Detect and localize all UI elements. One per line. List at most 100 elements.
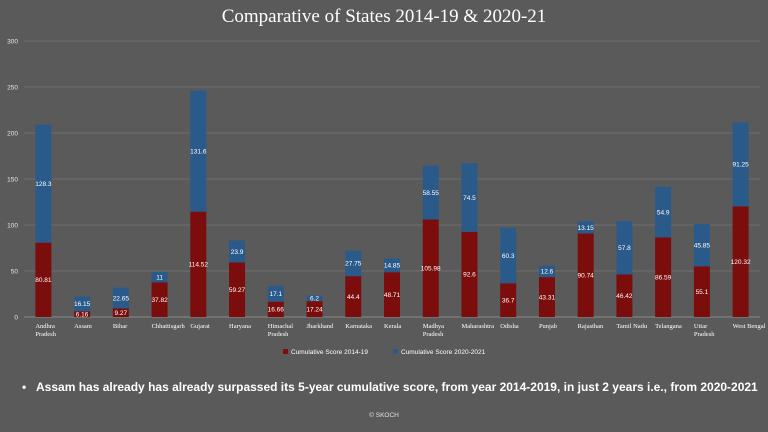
data-label: 55.1 [696, 289, 709, 296]
data-label: 57.8 [618, 245, 631, 252]
data-label: 80.81 [35, 277, 52, 284]
data-label: 17.1 [269, 291, 282, 298]
bar-segment [384, 258, 400, 273]
data-label: 16.15 [74, 301, 91, 308]
category-label: Assam [74, 323, 92, 330]
bar-segment [151, 272, 168, 283]
category-label: Andhra Pradesh [35, 323, 56, 338]
category-label: Karnataka [345, 323, 372, 330]
bar-segment [616, 274, 633, 317]
bar-segment [306, 295, 323, 302]
bar-segment [35, 124, 52, 243]
category-label: Maharashtra [461, 323, 494, 330]
bar-segment [422, 165, 439, 220]
legend-label: Cumulative Score 2020-2021 [401, 349, 486, 356]
category-label: Chhattisgarh [152, 323, 186, 330]
bar-segment [693, 266, 710, 317]
bar-segment [112, 287, 129, 309]
data-label: 114.52 [189, 262, 209, 269]
bar-segment [732, 206, 749, 317]
bar-segment [190, 211, 207, 317]
legend-label: Cumulative Score 2014-19 [291, 349, 368, 356]
bar-segment [267, 301, 284, 317]
data-label: 105.98 [421, 266, 441, 273]
y-tick-label: 300 [7, 39, 18, 46]
data-label: 91.25 [732, 162, 749, 169]
bar-segment [229, 240, 246, 263]
category-label: Telangana [655, 323, 682, 330]
data-label: 74.5 [463, 195, 476, 202]
data-label: 92.6 [463, 272, 476, 279]
bar-segment [461, 231, 478, 317]
category-label: Gujarat [190, 323, 210, 330]
category-label: Tamil Nadu [616, 323, 648, 330]
y-tick-label: 0 [14, 315, 18, 322]
bar-segment [732, 122, 749, 207]
bar-segment [151, 282, 168, 317]
data-label: 45.85 [694, 243, 711, 250]
data-label: 131.6 [190, 148, 207, 155]
data-label: 54.9 [657, 209, 670, 216]
y-tick-label: 250 [7, 85, 18, 92]
bar-segment [267, 285, 284, 302]
bar-segment [229, 262, 246, 317]
bar-segment [384, 272, 400, 317]
category-label: Jharkhand [307, 323, 334, 330]
data-label: 44.4 [347, 294, 360, 301]
category-label: Madhya Pradesh [423, 323, 444, 338]
data-label: 6.2 [310, 296, 319, 303]
bar-segment [693, 224, 710, 267]
data-label: 23.9 [231, 249, 244, 256]
bar-segment [461, 163, 478, 232]
legend-swatch [283, 349, 288, 354]
copyright-footer: © SKOCH [369, 412, 399, 419]
data-label: 59.27 [229, 287, 246, 294]
data-label: 22.65 [113, 295, 130, 302]
category-label: Kerala [384, 323, 401, 330]
y-tick-label: 50 [11, 269, 19, 276]
data-label: 60.3 [502, 253, 515, 260]
data-label: 9.27 [115, 310, 128, 317]
data-label: 14.85 [384, 263, 401, 270]
category-label: Odisha [500, 323, 519, 330]
data-label: 86.59 [655, 274, 672, 281]
bar-segment [577, 221, 594, 234]
data-label: 12.6 [541, 269, 554, 276]
category-label: Uttar Pradesh [694, 323, 715, 338]
legend-swatch [393, 349, 398, 354]
bar-segment [500, 227, 517, 284]
bar-segment [538, 265, 555, 278]
category-label: Haryana [229, 323, 251, 330]
data-label: 16.66 [268, 307, 285, 314]
data-label: 13.15 [578, 225, 595, 232]
bar-segment [35, 242, 52, 317]
bar-segment [306, 301, 323, 317]
data-label: 17.24 [306, 306, 323, 313]
category-label: Himachal Pradesh [268, 323, 293, 338]
bar-segment [500, 283, 517, 317]
data-label: 43.31 [539, 294, 556, 301]
data-label: 48.71 [384, 292, 401, 299]
data-label: 128.3 [35, 181, 52, 188]
bar-segment [74, 311, 91, 317]
category-label: Bihar [113, 323, 128, 330]
category-label: Rajasthan [578, 323, 604, 330]
data-label: 58.55 [423, 190, 440, 197]
bar-segment [655, 237, 672, 317]
bar-segment [616, 221, 633, 275]
category-label: West Bengal [733, 323, 766, 330]
y-tick-label: 150 [7, 177, 18, 184]
bar-segment [345, 250, 362, 277]
data-label: 11 [156, 274, 163, 281]
bar-segment [422, 219, 439, 317]
bar-segment [74, 296, 91, 312]
bar-segment [112, 308, 129, 317]
data-label: 36.7 [502, 297, 515, 304]
bullet-dot: • [22, 380, 27, 394]
y-tick-label: 200 [7, 131, 18, 138]
bar-segment [190, 90, 207, 212]
y-tick-label: 100 [7, 223, 18, 230]
data-label: 6.16 [76, 311, 89, 318]
data-label: 120.32 [731, 259, 751, 266]
bar-segment [577, 233, 594, 317]
